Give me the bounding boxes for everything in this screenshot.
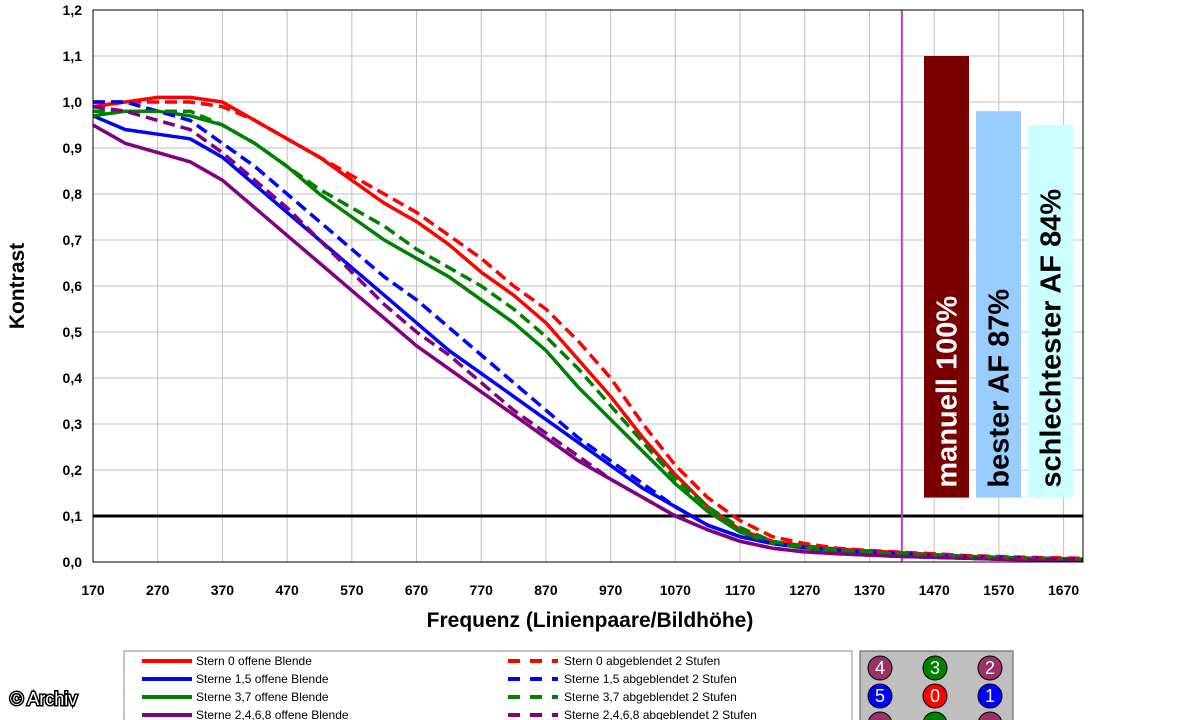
x-tick-label: 1570 [983, 582, 1014, 598]
y-tick-label: 0,5 [63, 324, 83, 340]
star-badge [977, 683, 1003, 709]
star-badge [922, 655, 948, 681]
bar-label: schlechtester AF 84% [1036, 189, 1068, 488]
series-line [93, 109, 1084, 561]
x-axis-title: Frequenz (Linienpaare/Bildhöhe) [427, 609, 754, 632]
x-tick-label: 770 [470, 582, 494, 598]
y-tick-label: 0,9 [63, 140, 83, 156]
star-badge-number: 3 [930, 658, 940, 678]
legend: Stern 0 offene Blende Sterne 1,5 offene B… [142, 654, 757, 720]
result-bar [976, 111, 1021, 498]
y-axis-title: Kontrast [6, 243, 29, 329]
y-tick-label: 0,1 [63, 508, 83, 524]
star-badge-number: 1 [985, 686, 995, 706]
y-tick-label: 0,8 [63, 186, 83, 202]
y-tick-label: 1,1 [63, 48, 83, 64]
y-tick-label: 1,0 [63, 94, 83, 110]
y-tick-label: 1,2 [63, 2, 83, 18]
x-tick-label: 870 [534, 582, 558, 598]
bar-label: manuell 100% [932, 296, 964, 488]
y-tick-label: 0,2 [63, 462, 83, 478]
star-badge [867, 683, 893, 709]
series [92, 95, 1084, 562]
x-tick-label: 470 [275, 582, 299, 598]
x-tick-label: 970 [599, 582, 623, 598]
star-badge-number: 2 [985, 658, 995, 678]
x-tick-label: 670 [405, 582, 429, 598]
star-badge [922, 683, 948, 709]
y-tick-label: 0,7 [63, 232, 83, 248]
star-key: 4 3 2 5 0 1 [867, 655, 1003, 720]
legend-label: Sterne 3,7 offene Blende [196, 690, 329, 704]
y-tick-label: 0,4 [63, 370, 83, 386]
y-tick-label: 0,3 [63, 416, 83, 432]
x-tick-label: 1370 [854, 582, 885, 598]
star-badge-number: 4 [875, 658, 885, 678]
x-tick-label: 1670 [1048, 582, 1079, 598]
bars: manuell 100% bester AF 87% schlechtester A… [924, 56, 1073, 498]
result-bar [924, 56, 969, 498]
x-tick-label: 1470 [919, 582, 950, 598]
reference-lines [93, 10, 1083, 562]
series-line [92, 104, 1084, 562]
legend-label: Sterne 2,4,6,8 offene Blende [196, 708, 349, 720]
x-tick-labels: 170 270 370 470 570 670 770 870 970 1070 1170 1270 1… [81, 582, 1079, 598]
x-tick-label: 1170 [725, 582, 756, 598]
y-tick-label: 0,0 [63, 554, 83, 570]
x-tick-label: 370 [211, 582, 235, 598]
x-tick-label: 1270 [789, 582, 820, 598]
x-tick-label: 270 [146, 582, 170, 598]
x-tick-label: 1070 [660, 582, 691, 598]
series-line [93, 100, 1084, 561]
star-badge-number: 0 [930, 686, 940, 706]
y-tick-labels: 0,0 0,1 0,2 0,3 0,4 0,5 0,6 0,7 0,8 0,9 1,0 1,1 1,2 [63, 2, 83, 570]
result-bar [1028, 125, 1073, 498]
star-badge [923, 711, 947, 720]
x-tick-label: 170 [81, 582, 105, 598]
legend-label: Sterne 1,5 abgeblendet 2 Stufen [564, 672, 737, 686]
star-badge [867, 655, 893, 681]
legend-label: Sterne 2,4,6,8 abgeblendet 2 Stufen [564, 708, 757, 720]
star-badge [977, 655, 1003, 681]
y-tick-label: 0,6 [63, 278, 83, 294]
legend-label: Stern 0 offene Blende [196, 654, 312, 668]
credit-text: © Archiv [10, 689, 77, 709]
star-badge [868, 711, 892, 720]
legend-box [123, 650, 853, 720]
bar-label: bester AF 87% [984, 289, 1016, 488]
star-badge-number: 5 [875, 686, 885, 706]
x-tick-label: 570 [340, 582, 364, 598]
legend-label: Sterne 3,7 abgeblendet 2 Stufen [564, 690, 737, 704]
star-badge [978, 711, 1002, 720]
plot-frame [92, 9, 1084, 563]
legend-label: Stern 0 abgeblendet 2 Stufen [564, 654, 720, 668]
legend-label: Sterne 1,5 offene Blende [196, 672, 329, 686]
